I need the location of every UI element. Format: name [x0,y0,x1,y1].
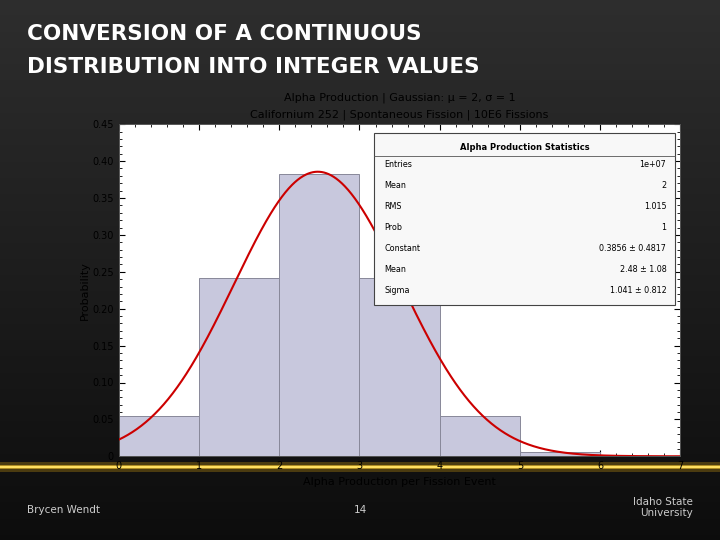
Bar [440,416,520,456]
Text: RMS: RMS [384,202,402,211]
Y-axis label: Probability: Probability [79,261,89,320]
Text: Mean: Mean [384,181,406,190]
Text: 1: 1 [662,223,667,232]
Text: 2: 2 [661,181,667,190]
Bar [0,462,720,472]
Bar [0,465,720,469]
Text: Constant: Constant [384,244,420,253]
Text: DISTRIBUTION INTO INTEGER VALUES: DISTRIBUTION INTO INTEGER VALUES [27,57,480,77]
Text: 0.3856 ± 0.4817: 0.3856 ± 0.4817 [600,244,667,253]
Text: Alpha Production Statistics: Alpha Production Statistics [460,143,590,152]
Title: Alpha Production | Gaussian: μ = 2, σ = 1
Californium 252 | Spontaneous Fission : Alpha Production | Gaussian: μ = 2, σ = … [251,92,549,120]
Text: 1.015: 1.015 [644,202,667,211]
Text: 14: 14 [354,505,366,515]
Text: Mean: Mean [384,265,406,274]
Text: Idaho State
University: Idaho State University [633,497,693,518]
Text: Brycen Wendt: Brycen Wendt [27,505,100,515]
Text: 1e+07: 1e+07 [639,160,667,168]
Bar [279,174,359,456]
Text: 1.041 ± 0.812: 1.041 ± 0.812 [610,286,667,295]
Bar [520,452,600,456]
Text: Prob: Prob [384,223,402,232]
FancyBboxPatch shape [374,132,675,305]
Text: 2.48 ± 1.08: 2.48 ± 1.08 [620,265,667,274]
Bar [199,278,279,456]
Text: CONVERSION OF A CONTINUOUS: CONVERSION OF A CONTINUOUS [27,24,422,44]
X-axis label: Alpha Production per Fission Event: Alpha Production per Fission Event [303,477,496,487]
Text: Sigma: Sigma [384,286,410,295]
Bar [119,416,199,456]
Bar [0,466,720,468]
Bar [359,278,440,456]
Text: Entries: Entries [384,160,413,168]
